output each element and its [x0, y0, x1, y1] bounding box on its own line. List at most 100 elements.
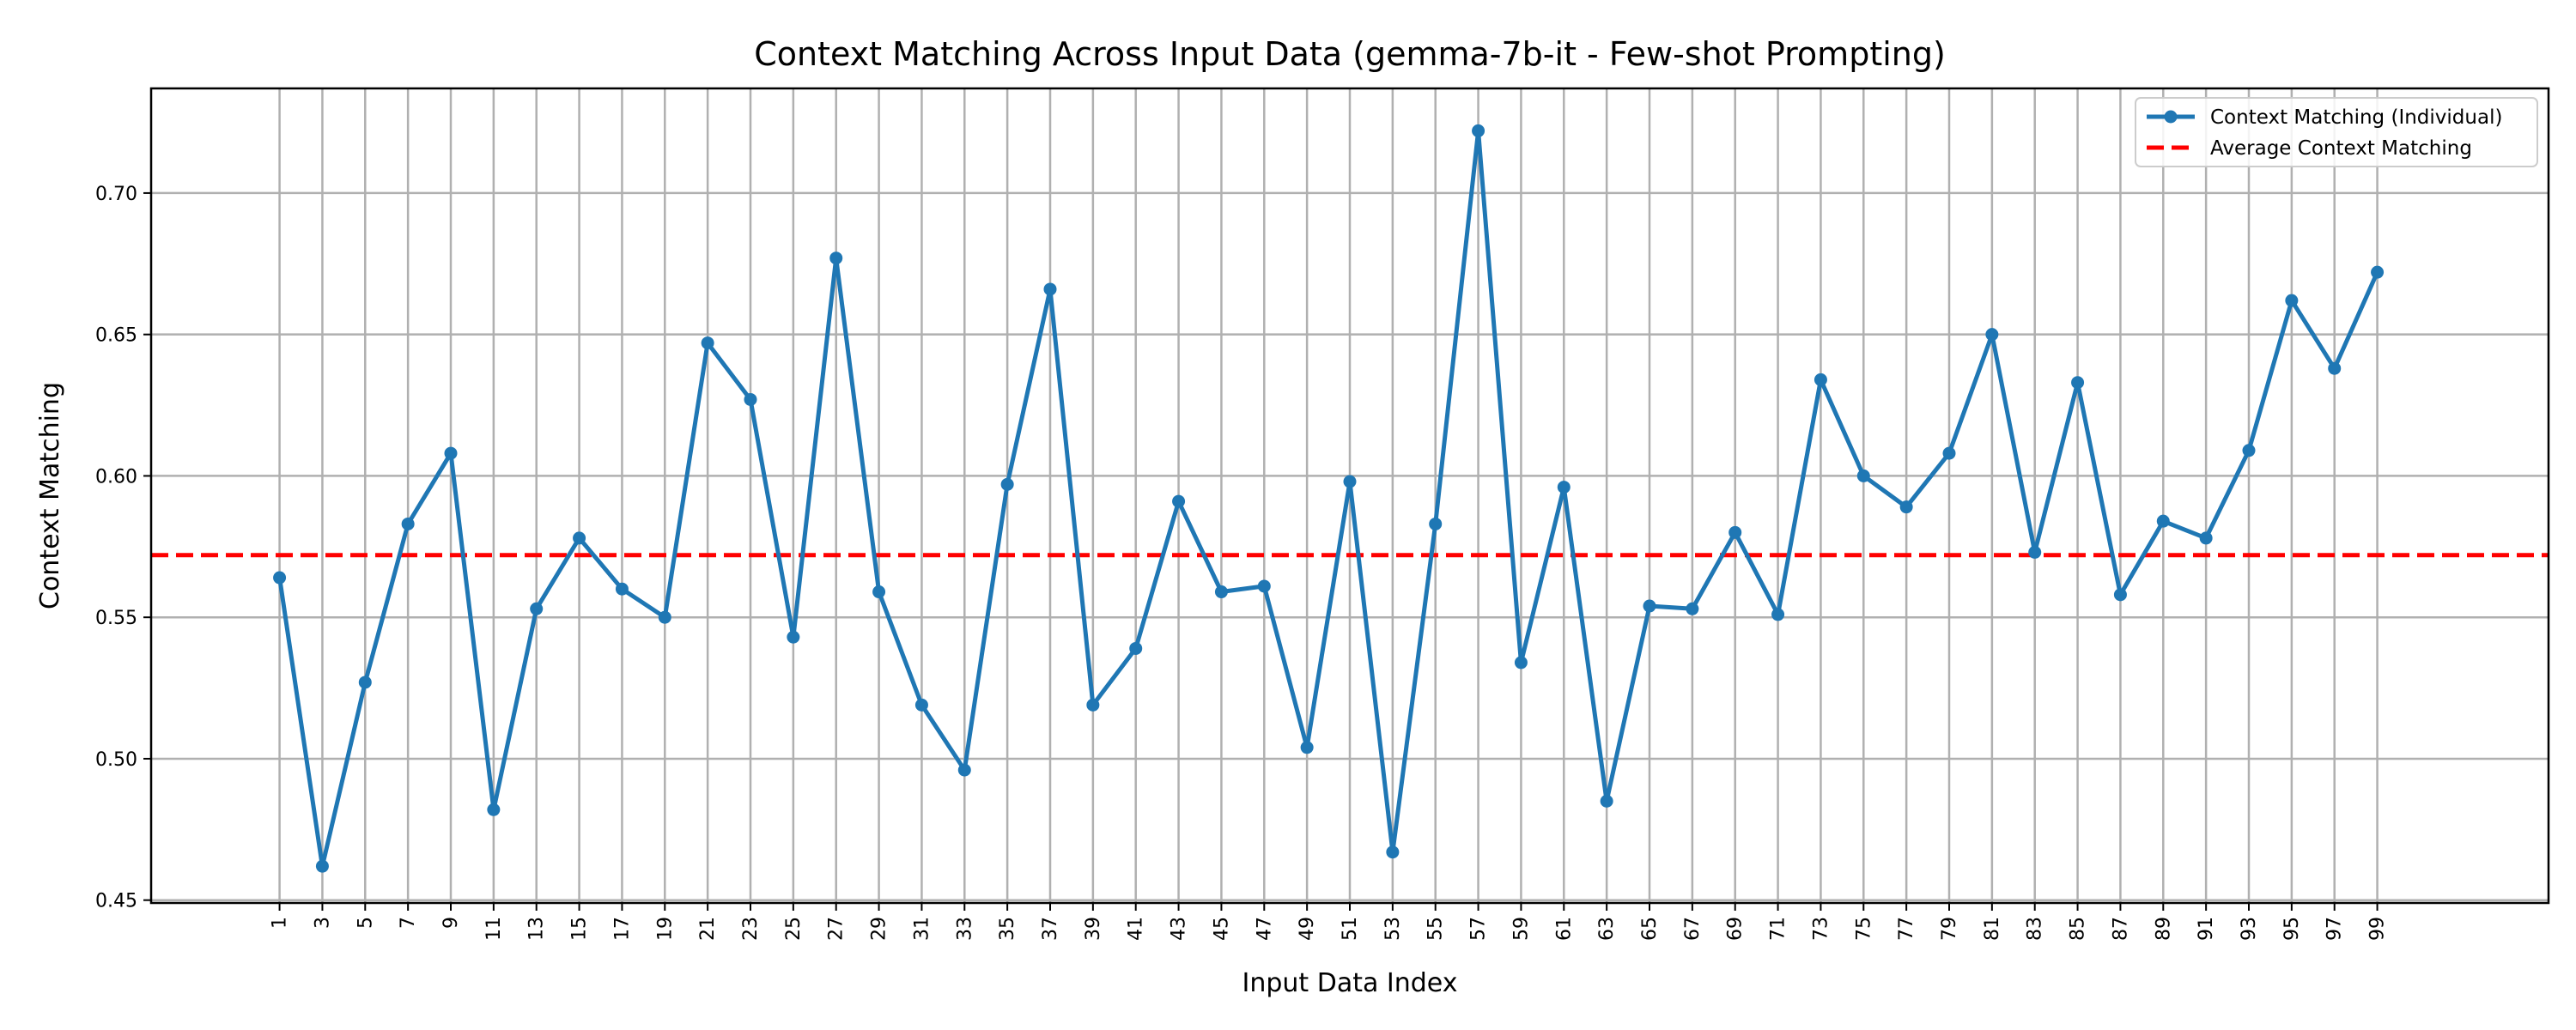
data-point: [1557, 481, 1571, 494]
data-point: [1300, 741, 1314, 754]
x-tick-label: 51: [1340, 917, 1361, 941]
data-point: [401, 517, 415, 530]
x-tick-label: 45: [1211, 917, 1232, 941]
data-point: [658, 610, 671, 624]
data-point: [1257, 579, 1271, 593]
x-tick-label: 91: [2196, 917, 2217, 941]
x-tick-label: 25: [783, 917, 805, 941]
data-point: [2199, 531, 2213, 545]
series-line-layer: [277, 128, 2379, 869]
y-tick-label: 0.65: [95, 325, 137, 347]
data-point: [1771, 608, 1785, 621]
data-point: [1472, 124, 1485, 137]
data-point: [273, 571, 287, 585]
data-point: [487, 803, 501, 816]
legend-label-average: Average Context Matching: [2210, 137, 2472, 160]
y-tick-label: 0.45: [95, 891, 137, 912]
x-tick-label: 19: [654, 917, 676, 941]
y-axis-ticks: 0.45 0.50 0.55 0.60 0.65 0.70: [95, 184, 151, 912]
x-tick-label: 67: [1682, 917, 1704, 941]
data-point: [1214, 585, 1228, 599]
x-tick-label: 17: [611, 917, 633, 941]
data-point: [787, 630, 800, 644]
y-tick-label: 0.60: [95, 466, 137, 488]
data-point: [573, 531, 586, 545]
data-point: [1386, 845, 1400, 859]
x-tick-label: 97: [2324, 917, 2346, 941]
data-point: [2328, 361, 2342, 375]
x-tick-label: 37: [1040, 917, 1061, 941]
x-tick-label: 55: [1425, 917, 1447, 941]
x-tick-label: 13: [526, 917, 548, 941]
data-point: [1899, 500, 1913, 514]
x-tick-label: 57: [1468, 917, 1490, 941]
data-point: [358, 676, 372, 689]
chart-title: Context Matching Across Input Data (gemm…: [754, 35, 1946, 73]
data-point: [1686, 602, 1699, 615]
x-tick-label: 59: [1510, 917, 1532, 941]
legend-box: [2135, 97, 2538, 167]
x-tick-label: 89: [2153, 917, 2174, 941]
data-point: [1814, 373, 1827, 386]
data-point: [744, 392, 757, 406]
data-point: [2028, 545, 2042, 559]
x-tick-label: 43: [1169, 917, 1190, 941]
data-point: [957, 763, 971, 777]
x-tick-label: 39: [1083, 917, 1104, 941]
y-tick-label: 0.50: [95, 749, 137, 771]
x-axis-label: Input Data Index: [1242, 968, 1458, 998]
data-point: [1728, 525, 1742, 539]
x-tick-label: 5: [355, 917, 376, 929]
data-point: [1514, 656, 1528, 670]
x-tick-label: 27: [826, 917, 848, 941]
data-point: [829, 251, 843, 265]
data-point: [1343, 475, 1357, 488]
y-tick-label: 0.55: [95, 608, 137, 629]
legend-label-individual: Context Matching (Individual): [2210, 106, 2502, 129]
x-tick-label: 11: [483, 917, 505, 941]
data-point: [914, 698, 928, 712]
x-tick-label: 33: [954, 917, 975, 941]
x-tick-label: 83: [2025, 917, 2046, 941]
x-tick-label: 79: [1939, 917, 1960, 941]
x-tick-label: 15: [569, 917, 591, 941]
x-tick-label: 63: [1596, 917, 1618, 941]
legend: Context Matching (Individual) Average Co…: [2135, 97, 2538, 167]
grid: [151, 88, 2549, 903]
x-axis-ticks: 1 3 5 7 9 11 13 15 17 19 21 23 25 27 29 31 33 35 37 39 41 43 4…: [270, 903, 2389, 941]
y-tick-label: 0.70: [95, 184, 137, 205]
data-point: [1942, 446, 1956, 460]
x-tick-label: 9: [440, 917, 462, 929]
data-point: [2156, 514, 2170, 528]
x-tick-label: 87: [2110, 917, 2131, 941]
x-tick-label: 49: [1297, 917, 1318, 941]
x-tick-label: 95: [2281, 917, 2303, 941]
x-tick-label: 99: [2367, 917, 2389, 941]
y-axis-label: Context Matching: [35, 382, 65, 609]
data-point: [1856, 469, 1870, 482]
x-tick-label: 61: [1553, 917, 1575, 941]
data-point: [872, 585, 886, 599]
data-point: [701, 336, 714, 350]
data-point: [1600, 794, 1613, 808]
data-point: [1129, 641, 1143, 655]
x-tick-label: 69: [1725, 917, 1747, 941]
x-tick-label: 29: [869, 917, 890, 941]
data-point: [2285, 294, 2299, 307]
data-point: [1985, 328, 1999, 342]
x-tick-label: 53: [1382, 917, 1404, 941]
x-tick-label: 3: [312, 917, 333, 929]
x-tick-label: 93: [2239, 917, 2260, 941]
data-point: [1086, 698, 1100, 712]
data-point: [2113, 588, 2127, 602]
x-tick-label: 7: [398, 917, 419, 929]
data-point: [1429, 517, 1443, 530]
x-tick-label: 85: [2068, 917, 2089, 941]
data-point: [2242, 444, 2256, 457]
x-tick-label: 73: [1810, 917, 1832, 941]
data-point: [1643, 599, 1656, 613]
data-point: [1043, 282, 1057, 296]
data-point: [1172, 494, 1186, 508]
